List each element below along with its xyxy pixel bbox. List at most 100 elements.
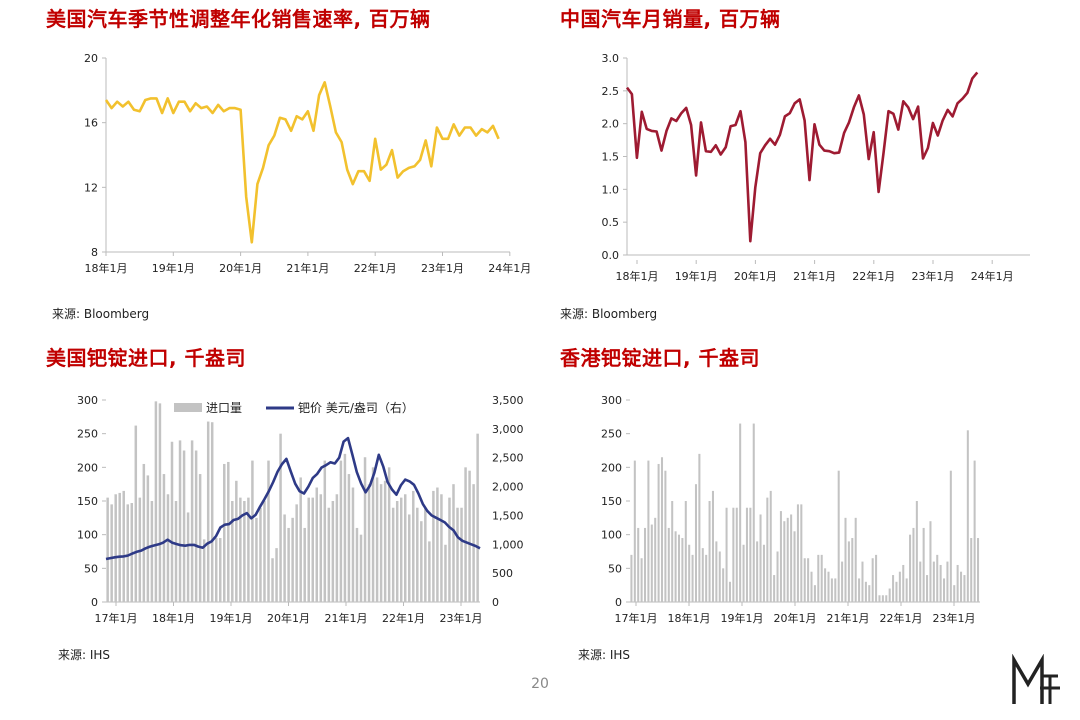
import-bar [851,538,854,602]
x-tick-label: 17年1月 [615,611,658,625]
import-bar [106,497,109,602]
y2-tick-label: 1,000 [492,538,524,551]
y-tick-label: 3.0 [602,52,620,65]
import-bar [762,544,765,602]
x-tick-label: 19年1月 [210,611,253,625]
import-bar [640,558,643,602]
y-tick-label: 0.5 [602,216,620,229]
import-bar [708,501,711,602]
import-bar [759,514,762,602]
import-bar [671,501,674,602]
import-bar [895,581,898,602]
import-bar [698,453,701,602]
hk-palladium-imports-chart: 0 50 100 150 200 250 300 17年1月 18年1月 19年1月 20年1月 21… [601,394,980,625]
import-bar [728,581,731,602]
import-bar [162,474,166,602]
import-bar [667,527,670,602]
import-bar [214,538,218,602]
import-bar [844,517,847,602]
import-bar [182,450,186,602]
y-tick-label: 200 [77,461,98,474]
import-bar [949,470,952,602]
import-bar [375,477,379,602]
x-tick-label: 18年1月 [152,611,195,625]
legend-line-label: 钯价 美元/盎司（右） [298,400,414,415]
import-bar [174,501,178,602]
import-bar [327,507,331,602]
y-tick-label: 2.5 [602,85,620,98]
import-bar [456,507,459,602]
import-bar [347,474,351,602]
import-bar [813,585,816,602]
import-bar [902,564,905,602]
import-bar [154,401,158,602]
x-tick-label: 21年1月 [793,269,836,283]
import-bar [769,490,772,602]
import-bar [909,534,912,602]
import-bar [198,474,202,602]
y-tick-label: 1.0 [602,183,620,196]
import-bar [170,441,174,602]
import-bar [452,484,455,602]
y2-tick-label: 1,500 [492,509,524,522]
import-bar [871,558,874,602]
import-bar [186,512,190,602]
import-bar [742,544,745,602]
import-bar [766,497,769,602]
import-bar [966,430,969,602]
import-bar [793,531,796,602]
import-bar [424,507,427,602]
y-tick-label: 8 [91,246,98,259]
y-tick-label: 300 [601,394,622,407]
y-tick-label: 12 [84,181,98,194]
import-bar [732,507,735,602]
import-bar [114,494,117,602]
y-tick-label: 1.5 [602,151,620,164]
import-bar [830,578,833,602]
y-tick-label: 250 [601,428,622,441]
import-bar [630,554,633,602]
import-bar [973,460,976,602]
import-bar [929,521,932,602]
import-bar [275,548,278,602]
import-bar [299,477,302,602]
y-tick-label: 50 [84,562,98,575]
import-bar [674,531,677,602]
import-bar [892,575,895,602]
x-tick-label: 19年1月 [675,269,718,283]
import-bar [864,581,867,602]
import-bar [323,460,327,602]
x-tick-label: 18年1月 [668,611,711,625]
chart1-source: 来源: Bloomberg [52,307,150,321]
x-tick-label: 20年1月 [267,611,310,625]
import-bar [977,538,980,602]
import-bar [936,554,939,602]
import-bar [395,501,399,602]
import-bar [206,421,210,602]
import-bar [379,484,383,602]
import-bar [810,571,813,602]
x-tick-label: 20年1月 [774,611,817,625]
import-bar [122,490,125,602]
import-bar [946,561,949,602]
y-tick-label: 150 [77,495,98,508]
import-bar [858,578,861,602]
y2-tick-label: 3,500 [492,394,524,407]
x-tick-label: 22年1月 [852,269,895,283]
us-palladium-imports-chart: 0 50 100 150 200 250 300 0 500 1,000 1,500 2,000 2,5… [77,394,524,625]
import-bar [878,595,881,602]
x-tick-label: 21年1月 [325,611,368,625]
import-bar [912,527,915,602]
x-tick-label: 22年1月 [382,611,425,625]
import-bar [960,571,963,602]
import-bar [227,461,230,602]
import-bar [307,497,310,602]
import-bar [416,507,419,602]
import-bar [118,492,121,602]
x-tick-label: 24年1月 [488,261,531,275]
import-bar [399,497,403,602]
import-bar [247,497,250,602]
chart1-title: 美国汽车季节性调整年化销售速率, 百万辆 [46,7,431,31]
y-tick-label: 250 [77,428,98,441]
import-bar [647,460,650,602]
